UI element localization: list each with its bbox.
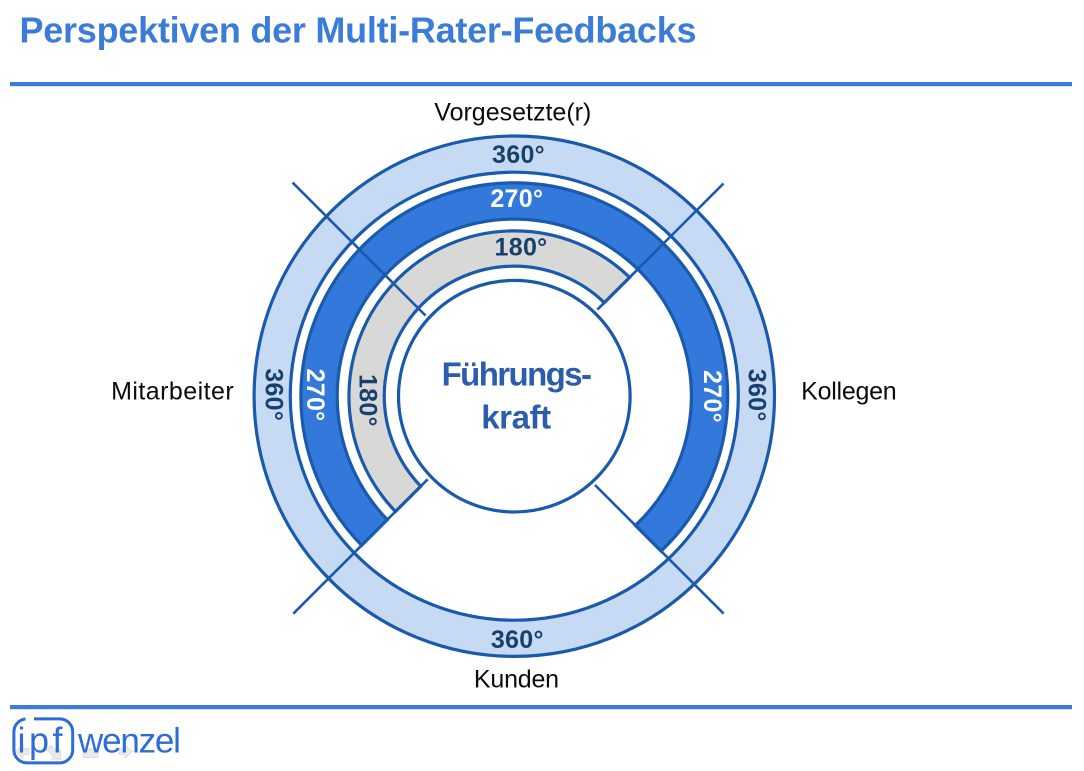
svg-text:180°: 180° bbox=[495, 233, 548, 261]
svg-text:270°: 270° bbox=[698, 370, 726, 423]
svg-text:kraft: kraft bbox=[481, 399, 551, 436]
svg-text:360°: 360° bbox=[491, 626, 544, 654]
svg-text:Kunden: Kunden bbox=[474, 665, 559, 693]
svg-text:Perspektiven der Multi-Rater-F: Perspektiven der Multi-Rater-Feedbacks bbox=[20, 10, 697, 51]
svg-text:360°: 360° bbox=[260, 368, 288, 421]
svg-text:Kollegen: Kollegen bbox=[801, 378, 896, 406]
svg-text:270°: 270° bbox=[301, 369, 329, 422]
svg-text:270°: 270° bbox=[490, 185, 543, 213]
svg-text:ipf: ipf bbox=[18, 719, 67, 760]
svg-text:360°: 360° bbox=[492, 141, 545, 169]
svg-text:180°: 180° bbox=[354, 374, 382, 427]
svg-text:Mitarbeiter: Mitarbeiter bbox=[111, 378, 234, 406]
svg-text:360°: 360° bbox=[742, 369, 770, 422]
svg-text:Vorgesetzte(r): Vorgesetzte(r) bbox=[434, 98, 591, 126]
svg-text:Führungs-: Führungs- bbox=[442, 355, 591, 392]
svg-text:wenzel: wenzel bbox=[77, 721, 180, 760]
